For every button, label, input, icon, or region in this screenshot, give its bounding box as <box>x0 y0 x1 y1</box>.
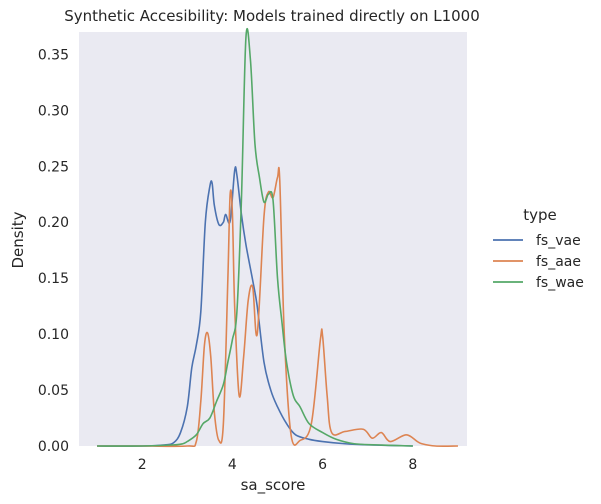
chart-title: Synthetic Accesibility: Models trained d… <box>64 7 480 25</box>
x-axis-label: sa_score <box>241 476 306 495</box>
series-line-fs-aae <box>97 166 458 448</box>
x-tick-label: 2 <box>138 457 147 473</box>
x-tick-label: 8 <box>408 457 417 473</box>
legend-items: fs_vae fs_aae fs_wae <box>493 233 584 291</box>
legend-title: type <box>523 206 557 224</box>
y-axis-ticks: 0.00 0.05 0.10 0.15 0.20 0.25 0.30 0.35 <box>38 47 69 455</box>
y-tick-label: 0.25 <box>38 159 69 175</box>
plot-background <box>79 32 467 446</box>
legend-label-fs-aae: fs_aae <box>536 254 581 270</box>
y-axis-label: Density <box>9 211 27 268</box>
lines-layer <box>97 28 458 448</box>
y-tick-label: 0.10 <box>38 327 69 343</box>
y-tick-label: 0.00 <box>38 439 69 455</box>
x-tick-label: 6 <box>318 457 327 473</box>
y-tick-label: 0.20 <box>38 215 69 231</box>
legend-label-fs-vae: fs_vae <box>536 233 581 249</box>
y-tick-label: 0.35 <box>38 47 69 63</box>
y-tick-label: 0.05 <box>38 383 69 399</box>
y-tick-label: 0.15 <box>38 271 69 287</box>
x-tick-label: 4 <box>228 457 237 473</box>
legend: type fs_vae fs_aae fs_wae <box>493 206 584 291</box>
series-line-fs-vae <box>97 166 413 447</box>
x-axis-ticks: 2 4 6 8 <box>138 457 418 473</box>
legend-label-fs-wae: fs_wae <box>536 275 584 291</box>
y-tick-label: 0.30 <box>38 103 69 119</box>
series-line-fs-wae <box>97 28 413 447</box>
